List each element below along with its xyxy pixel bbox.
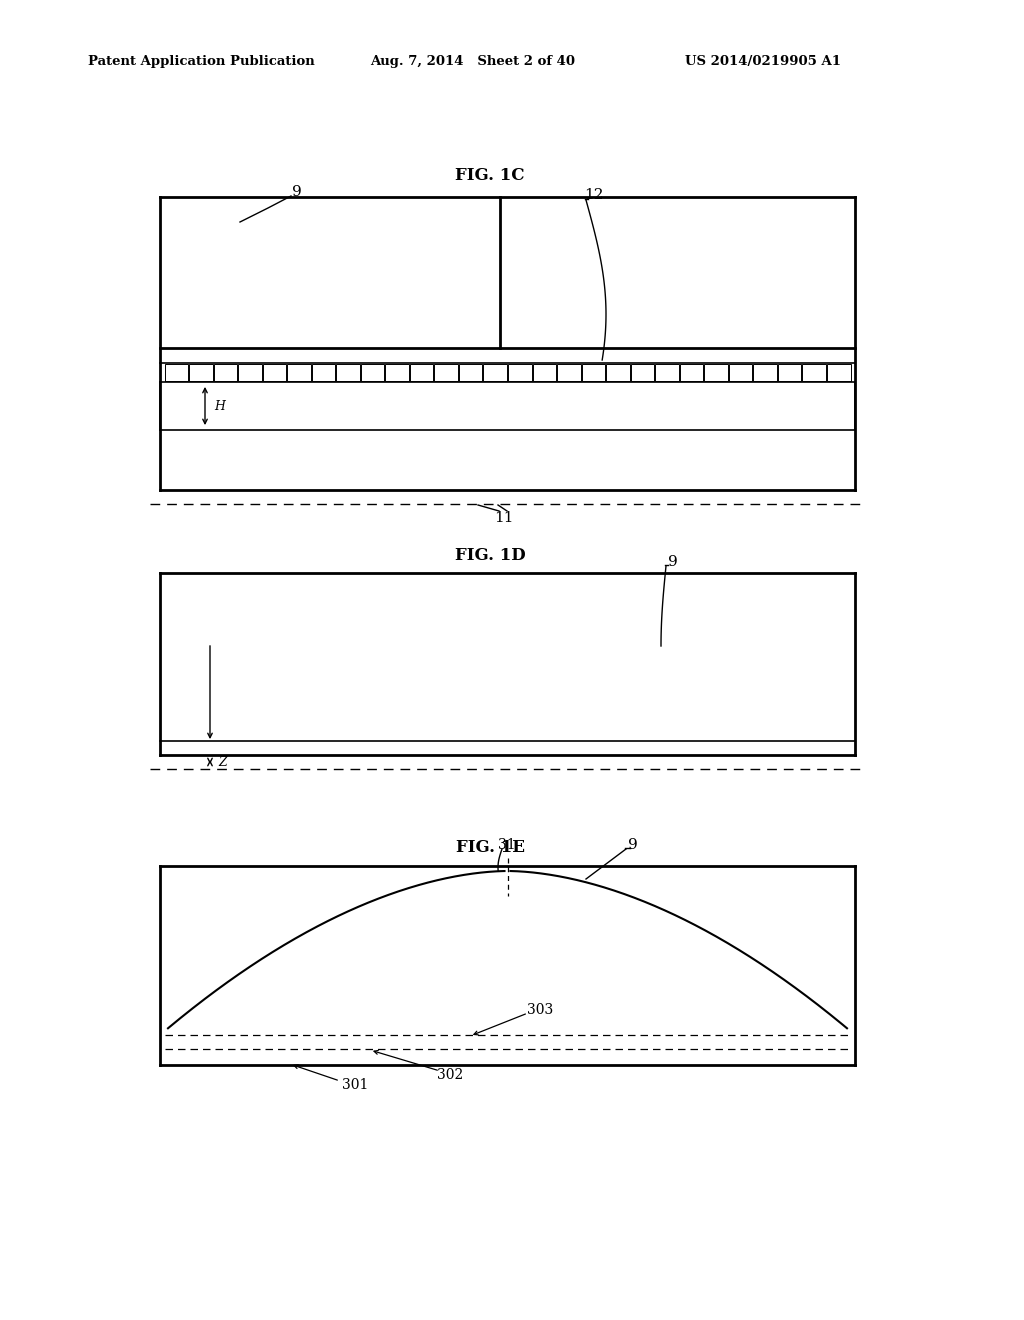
Bar: [631, 364, 654, 381]
Text: 302: 302: [437, 1068, 463, 1082]
Text: FIG. 1D: FIG. 1D: [455, 546, 525, 564]
Bar: [655, 364, 679, 381]
Bar: [754, 364, 777, 381]
Bar: [459, 364, 482, 381]
Bar: [778, 364, 802, 381]
Bar: [360, 364, 384, 381]
Text: Z: Z: [218, 755, 226, 768]
Text: Patent Application Publication: Patent Application Publication: [88, 55, 314, 69]
Bar: [827, 364, 851, 381]
Bar: [705, 364, 728, 381]
Text: FIG. 1E: FIG. 1E: [456, 840, 524, 857]
Text: 12: 12: [584, 187, 603, 202]
Text: 301: 301: [342, 1078, 369, 1092]
Bar: [239, 364, 262, 381]
Text: Aug. 7, 2014   Sheet 2 of 40: Aug. 7, 2014 Sheet 2 of 40: [370, 55, 575, 69]
Bar: [483, 364, 507, 381]
Bar: [508, 364, 531, 381]
Bar: [287, 364, 310, 381]
Bar: [434, 364, 458, 381]
Text: 31: 31: [498, 838, 516, 851]
Text: 9: 9: [292, 185, 302, 199]
Bar: [803, 364, 826, 381]
Bar: [532, 364, 556, 381]
Bar: [582, 364, 605, 381]
Bar: [262, 364, 286, 381]
Bar: [557, 364, 581, 381]
Bar: [214, 364, 238, 381]
Bar: [680, 364, 703, 381]
Bar: [311, 364, 335, 381]
Text: 9: 9: [668, 554, 678, 569]
Text: US 2014/0219905 A1: US 2014/0219905 A1: [685, 55, 841, 69]
Bar: [606, 364, 630, 381]
Bar: [410, 364, 433, 381]
Text: H: H: [214, 400, 225, 412]
Bar: [165, 364, 188, 381]
Text: 303: 303: [527, 1003, 553, 1016]
Bar: [385, 364, 409, 381]
Text: 9: 9: [628, 838, 638, 851]
Text: 11: 11: [495, 511, 514, 525]
Bar: [729, 364, 753, 381]
Text: FIG. 1C: FIG. 1C: [456, 166, 524, 183]
Bar: [189, 364, 213, 381]
Bar: [336, 364, 359, 381]
